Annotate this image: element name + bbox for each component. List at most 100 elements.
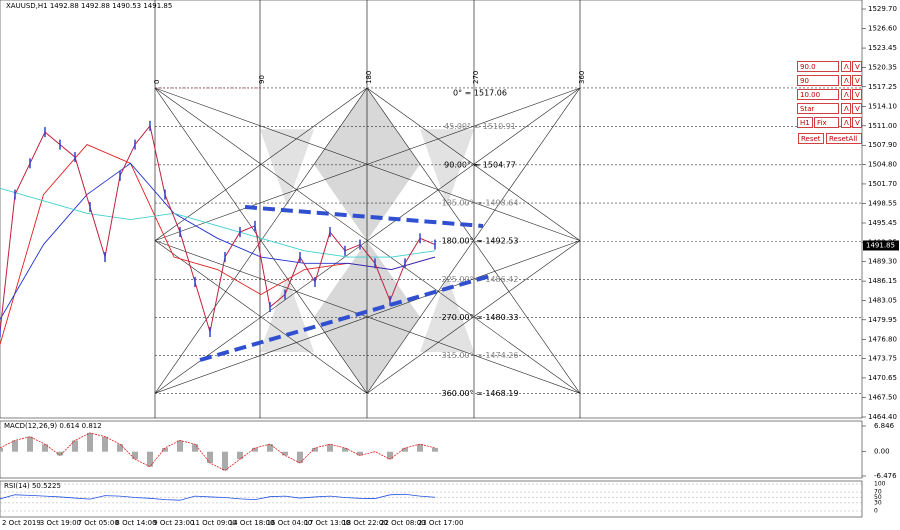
panel-button[interactable]: V <box>852 103 862 114</box>
gann-angle-label: 270 <box>472 71 480 84</box>
trendline <box>244 205 484 228</box>
macd-bar <box>177 440 183 452</box>
price-tick-label: 1504.80 <box>868 161 897 169</box>
gann-ray <box>154 87 581 394</box>
macd-bar <box>27 436 33 452</box>
gann-angle-label: 90 <box>258 75 266 84</box>
panel-button[interactable]: Λ <box>841 103 851 114</box>
macd-bar <box>117 444 123 452</box>
gann-ray <box>154 87 368 394</box>
gann-angle-label: 0 <box>153 80 161 84</box>
panel-button[interactable]: ResetAll <box>826 133 862 144</box>
gann-level-label: 45.00° = 1510.91 <box>444 122 516 131</box>
price-tick-label: 1464.40 <box>868 413 897 421</box>
gann-level-label: 135.00° = 1498.64 <box>442 199 519 208</box>
macd-bar <box>12 440 18 452</box>
panel-button[interactable]: Λ <box>841 75 851 86</box>
macd-bar <box>417 444 423 452</box>
price-tick-label: 1470.65 <box>868 374 897 382</box>
macd-bar <box>402 447 408 452</box>
rsi-tick-label: 70 <box>874 489 882 496</box>
price-tick-label: 1520.35 <box>868 63 897 71</box>
macd-bar <box>192 444 198 452</box>
moving-average <box>0 187 436 258</box>
macd-bar <box>0 447 3 452</box>
gann-ray <box>154 87 581 241</box>
price-tick-label: 1495.45 <box>868 219 897 227</box>
gann-shade <box>260 275 314 352</box>
time-label: 22 Oct 08:00 <box>380 519 426 527</box>
panel-button[interactable]: H1 <box>797 117 813 128</box>
rsi-tick-label: 0 <box>874 508 878 515</box>
price-tick-label: 1507.90 <box>868 141 897 149</box>
panel-button[interactable]: 90 <box>797 75 839 86</box>
current-price-label: 1491.85 <box>866 241 895 249</box>
time-label: 17 Oct 13:00 <box>304 519 350 527</box>
gann-ray <box>366 240 581 394</box>
panel-button[interactable]: Star <box>797 103 839 114</box>
time-label: 8 Oct 14:00 <box>115 519 156 527</box>
macd-bar <box>222 451 228 471</box>
panel-button[interactable]: Reset <box>798 133 824 144</box>
gann-ray <box>154 240 581 394</box>
current-price-box <box>863 240 899 251</box>
price-tick-label: 1489.30 <box>868 257 897 265</box>
gann-ray <box>154 87 368 241</box>
panel-button[interactable]: V <box>852 117 862 128</box>
time-label: 18 Oct 22:00 <box>342 519 388 527</box>
price-tick-label: 1526.60 <box>868 24 897 32</box>
time-label: 7 Oct 05:00 <box>78 519 119 527</box>
macd-bar <box>357 451 363 456</box>
moving-average <box>0 162 436 320</box>
symbol-header: XAUUSD,H1 1492.88 1492.88 1490.53 1491.8… <box>6 2 172 10</box>
panel-button[interactable]: Λ <box>841 89 851 100</box>
panel-button[interactable]: Fix <box>814 117 839 128</box>
panel-button[interactable]: V <box>852 61 862 72</box>
macd-bar <box>207 451 213 463</box>
time-label: 11 Oct 09:00 <box>191 519 237 527</box>
price-tick-label: 1523.45 <box>868 44 897 52</box>
trendline <box>199 274 491 362</box>
price-tick-label: 1473.75 <box>868 355 897 363</box>
macd-tick-label: 0.00 <box>874 448 890 456</box>
panel-button[interactable]: Λ <box>841 117 851 128</box>
price-tick-label: 1514.10 <box>868 102 897 110</box>
macd-bar <box>102 436 108 452</box>
panel-button[interactable]: 10.00 <box>797 89 839 100</box>
price-line <box>0 124 436 333</box>
panel-button[interactable]: V <box>852 89 862 100</box>
gann-angle-label: 360 <box>578 71 586 84</box>
macd-bar <box>72 440 78 452</box>
panel-button[interactable]: 90.0 <box>797 61 839 72</box>
macd-bar <box>432 447 438 452</box>
rsi-panel <box>0 480 863 518</box>
macd-bar <box>387 451 393 460</box>
panel-button[interactable]: Λ <box>841 61 851 72</box>
price-tick-label: 1511.00 <box>868 122 897 130</box>
gann-shade <box>420 129 474 206</box>
macd-bar <box>147 451 153 467</box>
macd-bar <box>297 451 303 463</box>
price-tick-label: 1517.25 <box>868 83 897 91</box>
panel-button[interactable]: V <box>852 75 862 86</box>
macd-bar <box>282 451 288 456</box>
gann-level-label: 0° = 1517.06 <box>453 88 507 97</box>
price-tick-label: 1529.70 <box>868 5 897 13</box>
price-tick-label: 1498.55 <box>868 200 897 208</box>
macd-bar <box>312 447 318 452</box>
macd-title: MACD(12,26,9) 0.614 0.812 <box>4 422 102 430</box>
price-tick-label: 1483.05 <box>868 296 897 304</box>
macd-signal <box>0 432 436 471</box>
gann-angle-label: 180 <box>365 71 373 84</box>
macd-tick-label: 6.846 <box>874 422 895 430</box>
macd-bar <box>87 432 93 452</box>
time-label: 23 Oct 17:00 <box>418 519 464 527</box>
price-tick-label: 1479.95 <box>868 316 897 324</box>
price-tick-label: 1501.70 <box>868 180 897 188</box>
macd-tick-label: -6.476 <box>874 472 897 480</box>
gann-shade <box>420 275 474 352</box>
rsi-tick-label: 50 <box>874 494 882 501</box>
macd-bar <box>252 447 258 452</box>
